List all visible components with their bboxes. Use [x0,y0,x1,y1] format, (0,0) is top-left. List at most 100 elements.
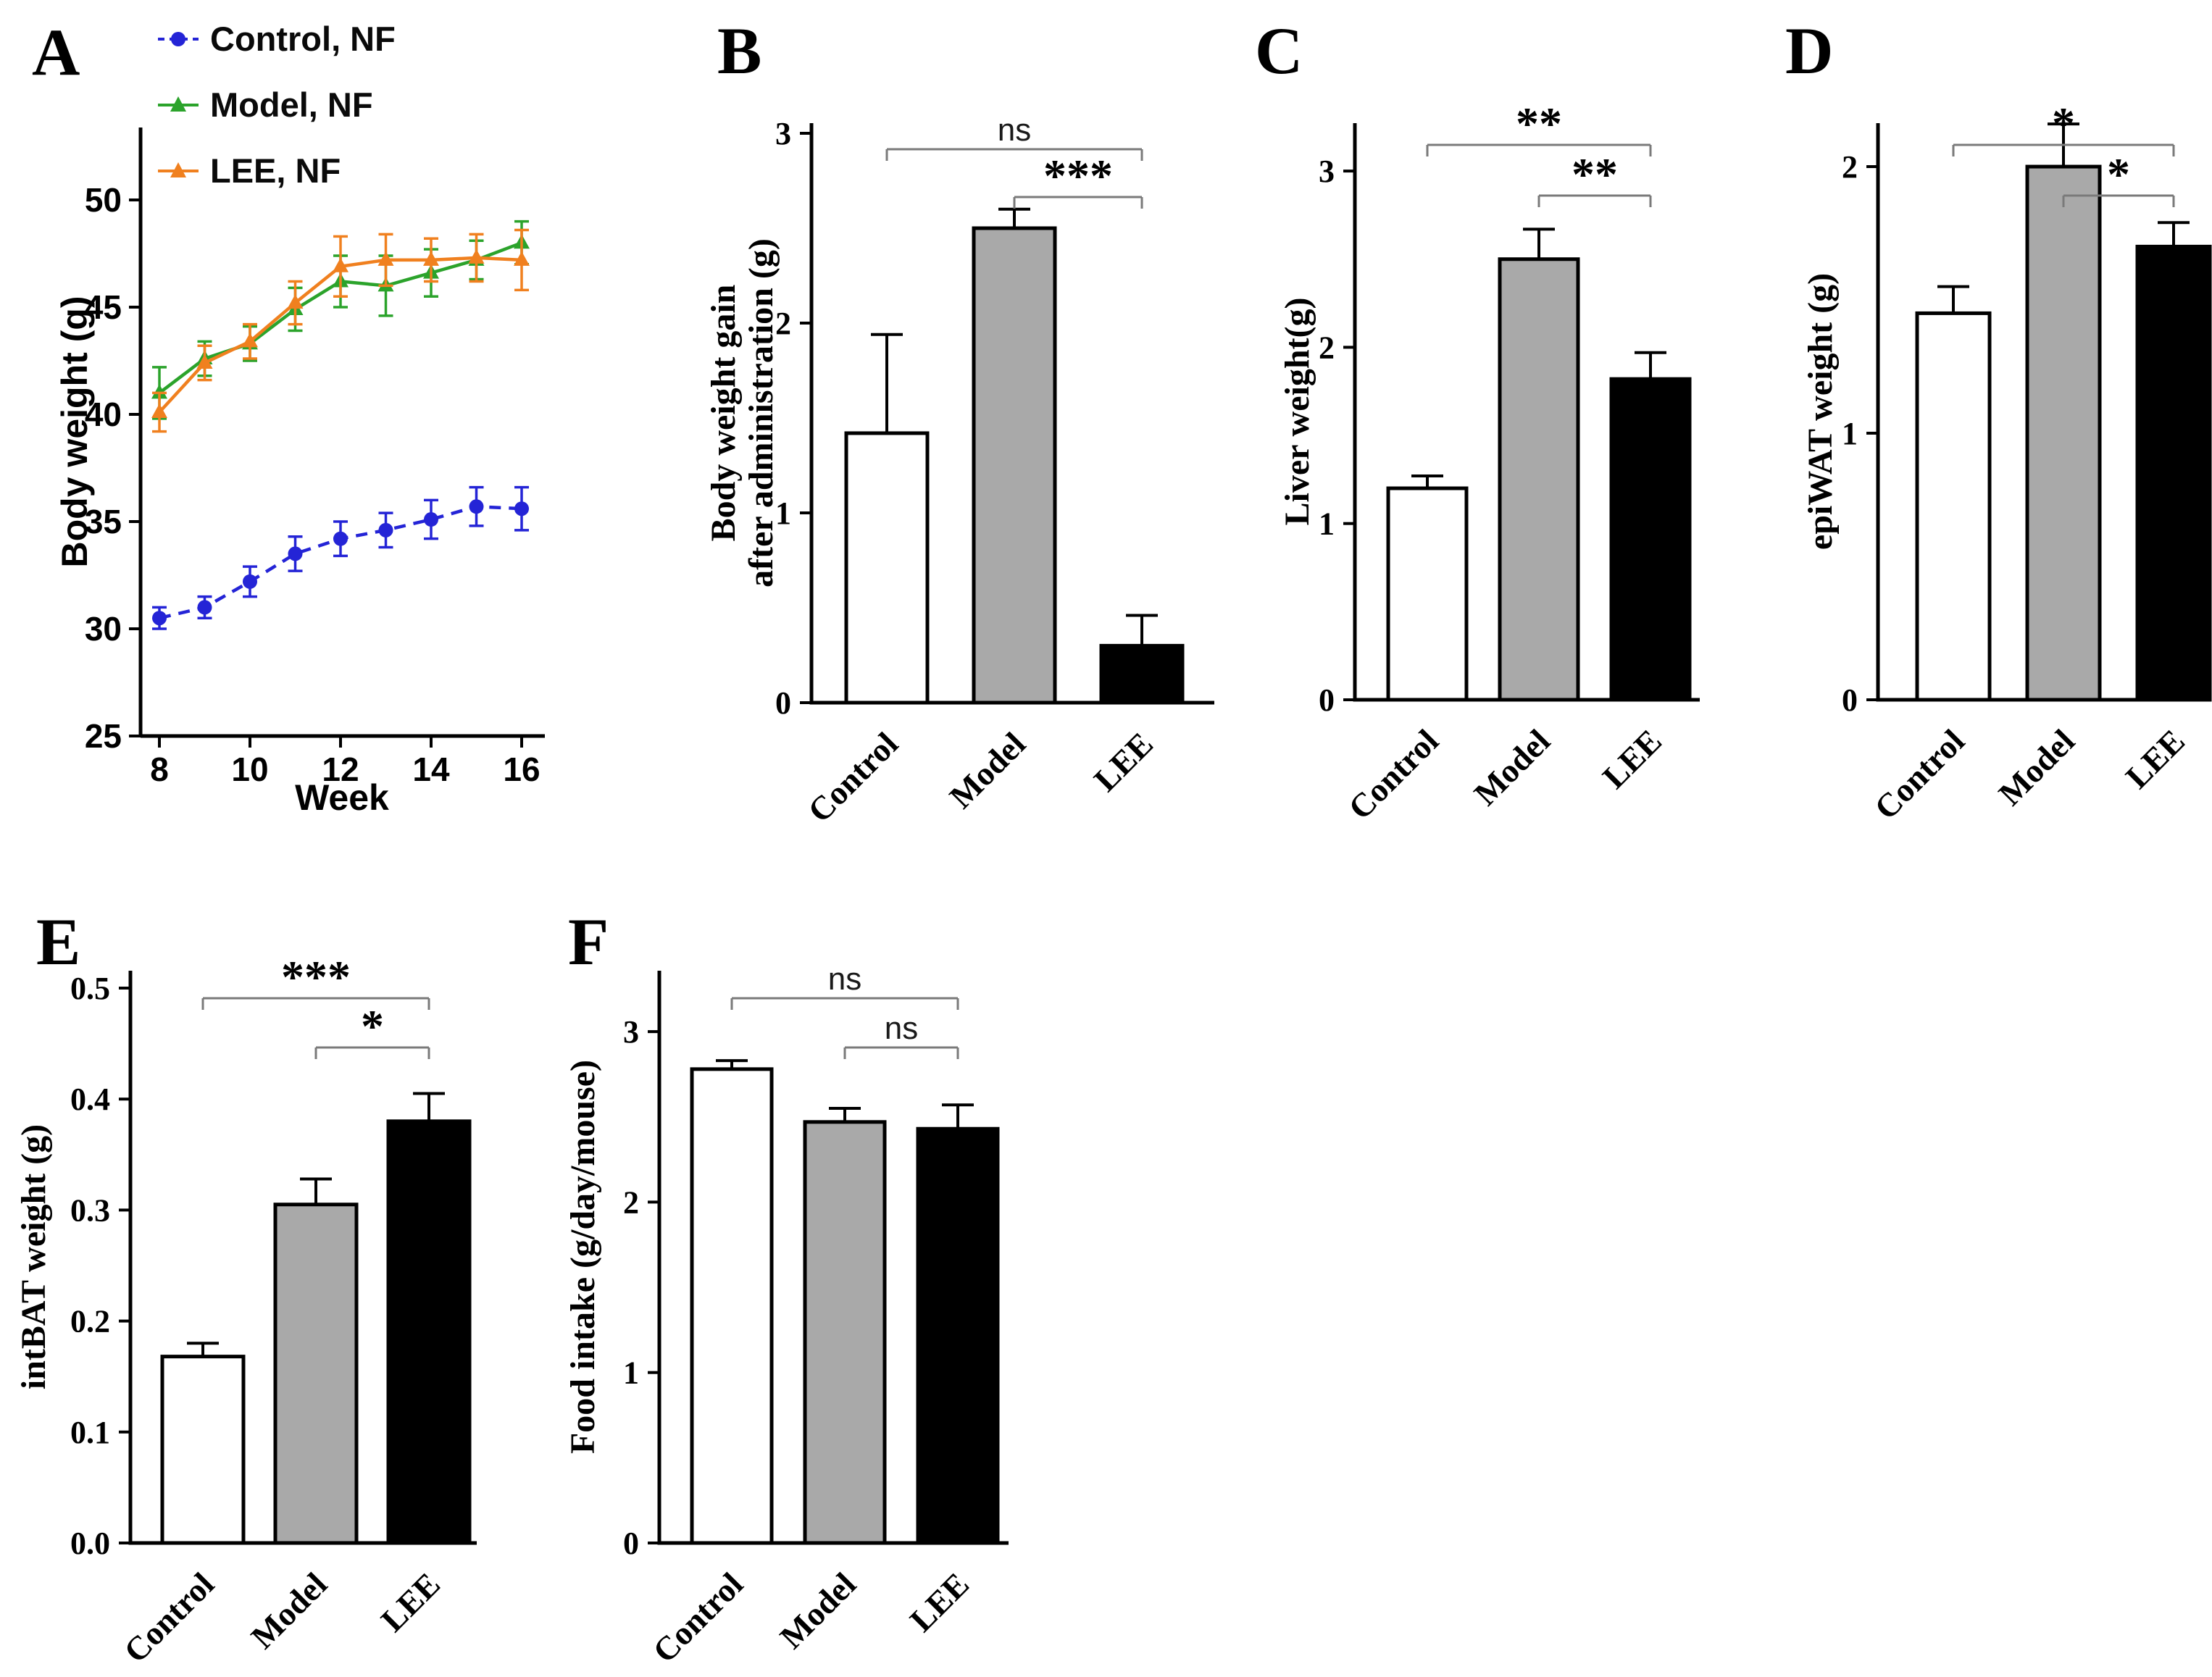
sig-label: ns [828,961,861,997]
y-tick-label: 0 [775,685,791,721]
panel-label-c: C [1255,14,1303,88]
x-category-label: LEE [2119,722,2192,795]
panel-label-e: E [36,905,81,979]
panel-label-d: D [1785,14,1834,88]
y-axis-title: Body weight (g) [54,296,95,568]
bar-model [273,1203,359,1545]
x-category-label: Control [1867,722,1971,827]
triangle-marker-glyph [158,96,199,112]
x-tick-label: 10 [231,750,268,788]
panel-a-legend: Control, NF Model, NF LEE, NF [155,19,396,191]
x-category-label: LEE [374,1565,447,1639]
bar-control [160,1355,246,1545]
data-point [378,522,393,538]
x-category-label: Model [1466,722,1557,813]
data-point [151,384,167,399]
x-category-label: Model [772,1565,863,1656]
panel-f-chart: 0 1 2 3 Food intake (g/day/mouse) Control Mode… [564,961,1009,1670]
y-tick-label: 1 [1842,416,1858,451]
data-point [377,251,394,266]
bar-lee [916,1126,1000,1545]
sig-label: * [2052,98,2075,149]
panel-e-chart: 0.0 0.1 0.2 0.3 0.4 0.5 intBAT weight (g) Contr… [14,951,477,1670]
y-tick-label: 25 [85,717,122,755]
panel-b-chart: 0 1 2 3 Body weight gain after administration… [704,112,1214,829]
y-tick-label: 45 [85,288,122,326]
sig-label: ns [885,1011,918,1046]
bar-lee [1099,643,1185,705]
legend-label-lee: LEE, NF [210,151,341,190]
bar-model [1498,257,1580,702]
y-tick-label: 1 [1319,506,1335,542]
legend-marker-control-icon [155,28,201,51]
data-point [469,499,484,514]
y-axis-title: Liver weight(g) [1278,297,1316,525]
x-category-label: Model [1991,722,2082,813]
bar-control [1386,486,1469,702]
y-tick-label: 0.5 [70,971,110,1006]
panel-label-f: F [568,905,609,979]
y-tick-label: 3 [775,116,791,151]
circle-marker-glyph [158,31,199,46]
legend-label-model: Model, NF [210,85,373,124]
x-category-label: LEE [903,1565,976,1639]
panel-a-chart: 25 30 35 40 45 50 8 10 12 14 16 Body weight (g) Week [54,127,545,818]
data-point [423,251,439,266]
y-tick-label: 3 [1319,154,1335,189]
y-tick-label: 3 [623,1014,639,1050]
data-point [287,294,304,309]
sig-label: * [2107,149,2130,200]
y-tick-label: 2 [1319,330,1335,365]
y-axis-title: Food intake (g/day/mouse) [564,1060,602,1454]
y-tick-label: 0.2 [70,1304,110,1339]
y-tick-label: 30 [85,610,122,648]
x-tick-label: 8 [150,750,169,788]
x-tick-label: 12 [322,750,359,788]
data-point [152,611,167,626]
x-category-label: Model [243,1565,334,1656]
sig-label: ** [1516,98,1562,149]
triangle-marker-glyph [158,162,199,177]
y-tick-label: 1 [775,495,791,531]
y-axis-title: intBAT weight (g) [14,1124,53,1389]
legend-label-control: Control, NF [210,20,396,58]
bar-model [2025,164,2102,702]
sig-label: ** [1572,149,1618,200]
bar-lee [2135,244,2212,702]
panel-label-b: B [717,14,762,88]
y-axis-title: after administration (g) [742,238,780,587]
sig-label: *** [281,951,351,1003]
bar-model [972,226,1057,705]
data-point [288,546,303,561]
bar-lee [386,1119,472,1545]
sig-label: *** [1043,150,1113,201]
y-tick-label: 0.1 [70,1415,110,1450]
y-tick-label: 0.4 [70,1082,110,1117]
x-category-label: Control [1341,722,1445,827]
bar-model [803,1120,887,1545]
panel-c-chart: 0 1 2 3 Liver weight(g) Control Model LEE **** [1278,98,1700,827]
x-category-label: LEE [1595,722,1669,795]
y-axis-title: Body weight gain [704,285,743,542]
data-point [514,501,529,517]
y-axis-title: epiWAT weight (g) [1801,273,1840,550]
data-point [151,403,167,419]
data-point [243,574,257,589]
y-tick-label: 1 [623,1355,639,1391]
x-tick-label: 14 [412,750,450,788]
y-tick-label: 0 [1319,682,1335,718]
data-point [197,600,212,615]
x-category-label: LEE [1087,725,1160,798]
legend-item-control: Control, NF [155,19,396,59]
x-category-label: Model [942,725,1032,816]
sig-label: ns [998,112,1031,148]
data-point [242,333,258,348]
y-tick-label: 50 [85,181,122,219]
y-tick-label: 2 [623,1184,639,1220]
y-tick-label: 40 [85,396,122,433]
data-point [333,531,348,546]
bar-control [1915,311,1992,702]
data-point [468,248,485,264]
panel-label-a: A [32,15,80,89]
y-tick-label: 0 [623,1526,639,1561]
